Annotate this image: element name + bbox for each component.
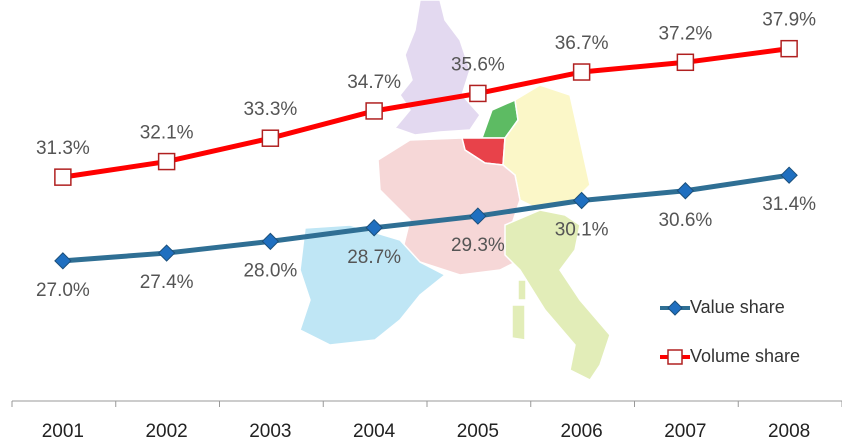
- data-point: [780, 166, 798, 184]
- data-point: [676, 182, 695, 200]
- map-sardinia: [511, 304, 526, 341]
- data-point: [54, 168, 72, 186]
- x-tick-label: 2004: [353, 421, 396, 442]
- data-label: 28.0%: [243, 260, 297, 281]
- data-label: 37.2%: [658, 23, 712, 44]
- map-spain: [299, 224, 447, 346]
- data-point: [572, 191, 591, 210]
- data-point: [261, 129, 280, 147]
- data-label: 31.4%: [762, 194, 816, 215]
- series-line: [62, 172, 790, 264]
- data-point: [54, 252, 72, 270]
- legend-marker: [667, 349, 683, 365]
- data-point: [365, 219, 383, 237]
- data-point: [365, 102, 383, 120]
- map-corsica: [517, 279, 527, 301]
- data-label: 30.6%: [658, 210, 712, 231]
- data-label: 30.1%: [555, 220, 609, 241]
- data-label: 36.7%: [555, 33, 609, 54]
- data-label: 27.0%: [36, 280, 90, 301]
- data-point: [572, 63, 591, 81]
- x-tick-label: 2006: [560, 421, 602, 442]
- data-label: 27.4%: [140, 272, 194, 293]
- legend-label: Volume share: [690, 346, 800, 366]
- data-label: 35.6%: [451, 54, 505, 75]
- map-uk: [393, 0, 481, 136]
- data-label: 37.9%: [762, 10, 816, 31]
- series-line: [62, 46, 790, 180]
- x-tick-label: 2007: [664, 421, 706, 442]
- data-label: 29.3%: [451, 235, 505, 256]
- data-label: 33.3%: [243, 99, 297, 120]
- x-tick-label: 2005: [457, 421, 499, 442]
- data-point: [469, 207, 487, 225]
- data-point: [157, 244, 176, 262]
- data-point: [469, 84, 487, 103]
- data-point: [261, 232, 280, 251]
- x-tick-label: 2001: [42, 421, 84, 442]
- data-label: 31.3%: [36, 138, 90, 159]
- legend-marker: [667, 300, 683, 316]
- legend-label: Value share: [690, 297, 785, 317]
- x-tick-label: 2003: [249, 421, 291, 442]
- data-label: 34.7%: [347, 72, 401, 93]
- data-label: 28.7%: [347, 247, 401, 268]
- data-point: [157, 152, 176, 171]
- x-tick-label: 2002: [145, 421, 187, 442]
- data-label: 32.1%: [140, 123, 194, 144]
- data-point: [780, 39, 798, 58]
- map-italy: [504, 209, 611, 381]
- x-tick-label: 2008: [768, 421, 810, 442]
- data-point: [676, 53, 695, 72]
- map-background: [299, 0, 611, 381]
